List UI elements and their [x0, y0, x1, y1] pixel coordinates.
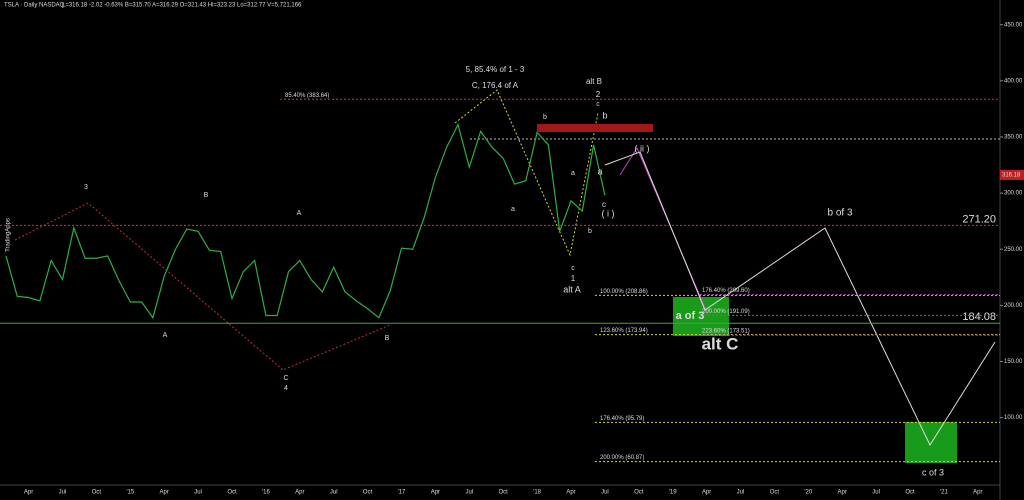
level-label: 176.40% (95.79)	[600, 416, 644, 422]
x-tick-label: '18	[533, 490, 541, 496]
wave-label: 4	[284, 385, 288, 392]
x-tick-label: '15	[126, 490, 134, 496]
x-tick-label: '20	[804, 490, 812, 496]
x-tick-label: Jul	[330, 490, 338, 496]
level-label: 223.60% (173.51)	[702, 329, 750, 335]
price-line	[5, 122, 606, 320]
resistance-zone	[537, 124, 653, 132]
wave-label: A	[163, 332, 168, 339]
wave-label: 3	[84, 184, 88, 191]
wave-label: alt B	[586, 77, 602, 86]
wave-label: B	[385, 335, 390, 342]
x-tick-label: Apr	[973, 490, 982, 496]
x-tick-label: Apr	[702, 490, 711, 496]
x-tick-label: Apr	[24, 490, 33, 496]
x-tick-label: Oct	[227, 490, 237, 496]
x-tick-label: Apr	[431, 490, 440, 496]
wave-label: ( ii )	[635, 143, 650, 153]
x-tick-label: Oct	[634, 490, 644, 496]
x-tick-label: Jul	[465, 490, 473, 496]
wave-label: B	[204, 192, 209, 199]
wave-label: c of 3	[922, 467, 944, 477]
level-label: 176.40% (209.60)	[702, 288, 750, 294]
x-tick-label: '17	[398, 490, 406, 496]
x-tick-label: '19	[669, 490, 677, 496]
wave-label: a	[571, 170, 575, 177]
x-tick-label: Jul	[601, 490, 609, 496]
x-tick-label: Jul	[872, 490, 880, 496]
x-tick-label: Oct	[770, 490, 780, 496]
wave-label: ( i )	[602, 208, 615, 218]
wave-line	[454, 89, 599, 257]
x-tick-label: '16	[262, 490, 270, 496]
level-label: 100.00% (208.86)	[600, 289, 648, 295]
symbol: TSLA · Daily NASDAQ	[4, 3, 65, 9]
wave-label: c	[602, 200, 606, 209]
x-tick-label: '21	[940, 490, 948, 496]
x-tick-label: Apr	[160, 490, 169, 496]
wave-label: b	[602, 110, 607, 120]
projection	[604, 151, 996, 447]
level-label: 200.00% (60.87)	[600, 455, 644, 461]
y-tick-label: 400.00	[1004, 78, 1023, 84]
x-tick-label: Jul	[737, 490, 745, 496]
level-label: 271.20	[962, 213, 996, 225]
wave-label: c	[596, 101, 600, 108]
level-label: 184.08	[962, 311, 996, 323]
wave-label: a	[597, 166, 602, 176]
last-price-tag	[1000, 169, 1024, 180]
x-tick-label: Jul	[194, 490, 202, 496]
wave-label: alt C	[702, 334, 739, 353]
wave-label: a of 3	[676, 310, 705, 322]
last-price-label: 316.18	[1002, 173, 1021, 179]
x-tick-label: Apr	[838, 490, 847, 496]
wave-label: c	[571, 265, 575, 272]
wave-line	[14, 202, 391, 371]
y-tick-label: 100.00	[1004, 415, 1023, 421]
wave-label: alt A	[563, 284, 581, 294]
x-tick-label: Apr	[295, 490, 304, 496]
x-tick-label: Jul	[59, 490, 67, 496]
x-tick-label: Oct	[363, 490, 373, 496]
wave-label: C	[283, 375, 288, 382]
y-tick-label: 350.00	[1004, 135, 1023, 141]
wave-label: A	[297, 210, 302, 217]
y-tick-label: 150.00	[1004, 359, 1023, 365]
wave-label: 1	[571, 274, 576, 283]
wave-label: b	[543, 114, 547, 121]
level-label: 85.40% (383.64)	[285, 93, 329, 99]
level-label: 123.60% (173.94)	[600, 328, 648, 334]
watermark: TradingApps	[6, 218, 12, 252]
y-tick-label: 200.00	[1004, 303, 1023, 309]
wave-label: b of 3	[827, 208, 852, 219]
wave-label: 2	[596, 90, 601, 99]
x-tick-label: Oct	[92, 490, 102, 496]
wave-label: C, 176.4 of A	[472, 81, 519, 90]
level-label: 200.00% (191.09)	[702, 309, 750, 315]
target-zone	[673, 297, 729, 336]
y-tick-label: 450.00	[1004, 22, 1023, 28]
x-tick-label: Oct	[499, 490, 509, 496]
wave-label: 5, 85.4% of 1 - 3	[466, 65, 525, 74]
y-tick-label: 250.00	[1004, 247, 1023, 253]
wave-label: a	[511, 206, 515, 213]
quote: L=316.18 -2.02 -0.63% B=315.70 A=316.29 …	[62, 3, 302, 9]
x-tick-label: Apr	[566, 490, 575, 496]
x-tick-label: Oct	[905, 490, 915, 496]
y-tick-label: 300.00	[1004, 191, 1023, 197]
wave-label: b	[588, 228, 592, 235]
price-axis	[1000, 0, 1024, 500]
